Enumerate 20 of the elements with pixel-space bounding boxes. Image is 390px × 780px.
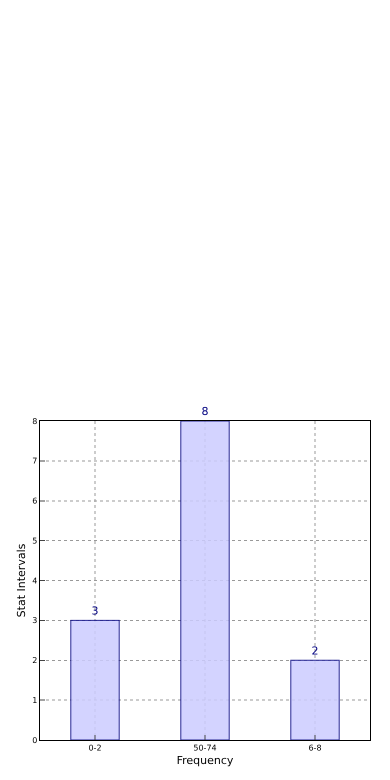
data-label: 3 bbox=[92, 604, 98, 618]
bar bbox=[290, 660, 340, 740]
bar bbox=[70, 620, 120, 740]
y-tick-label: 1 bbox=[32, 696, 38, 705]
y-tick-label: 3 bbox=[32, 616, 38, 626]
y-axis-title: Stat Intervals bbox=[14, 543, 28, 618]
x-axis-title: Frequency bbox=[176, 754, 234, 767]
y-tick-label: 2 bbox=[32, 656, 38, 666]
y-tick-label: 0 bbox=[32, 736, 38, 745]
x-tick-label: 6-8 bbox=[308, 744, 322, 753]
data-label: 8 bbox=[202, 405, 208, 418]
y-tick-label: 7 bbox=[32, 456, 38, 466]
bar bbox=[180, 421, 230, 740]
x-tick-label: 50-74 bbox=[193, 744, 217, 753]
y-tick-label: 5 bbox=[32, 536, 38, 546]
data-label: 2 bbox=[312, 644, 318, 658]
y-tick-label: 8 bbox=[32, 416, 38, 426]
y-tick-label: 4 bbox=[32, 576, 38, 586]
x-tick-label: 0-2 bbox=[88, 744, 102, 753]
y-tick-label: 6 bbox=[32, 496, 38, 506]
